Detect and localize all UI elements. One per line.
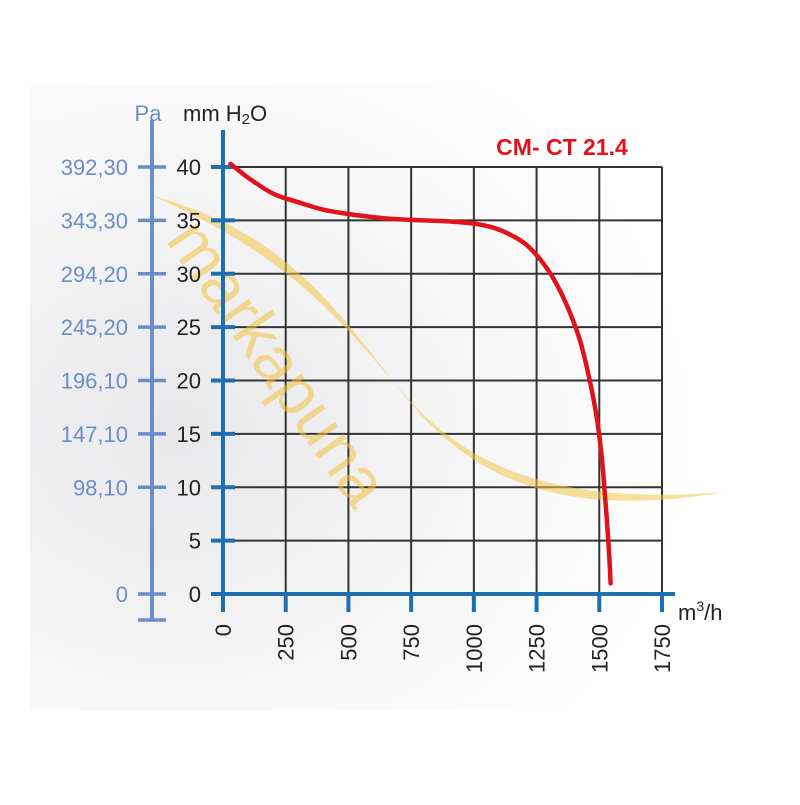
y-tick-label: 35 bbox=[177, 208, 201, 233]
y-tick-label: 40 bbox=[177, 155, 201, 180]
x-axis-title-suffix: /h bbox=[704, 600, 722, 625]
pa-tick-label: 98,10 bbox=[73, 475, 128, 500]
x-axis-title: m3/h bbox=[678, 598, 722, 625]
pa-tick-label: 196,10 bbox=[61, 369, 128, 394]
y-tick-label: 30 bbox=[177, 262, 201, 287]
y-tick-label: 15 bbox=[177, 422, 201, 447]
x-axis-title-superscript: 3 bbox=[696, 598, 704, 614]
x-tick-label: 500 bbox=[336, 624, 361, 661]
pa-tick-label: 147,10 bbox=[61, 422, 128, 447]
x-tick-label: 750 bbox=[399, 624, 424, 661]
x-tick-label: 1750 bbox=[650, 624, 675, 673]
y-axis-title-suffix: O bbox=[250, 101, 267, 126]
chart-background bbox=[30, 85, 770, 710]
x-axis-title-prefix: m bbox=[678, 600, 696, 625]
y-tick-label: 20 bbox=[177, 369, 201, 394]
y-tick-label: 5 bbox=[189, 529, 201, 554]
y-tick-label: 25 bbox=[177, 315, 201, 340]
chart-title: CM- CT 21.4 bbox=[496, 134, 628, 160]
y-tick-label: 0 bbox=[189, 582, 201, 607]
x-tick-label: 250 bbox=[274, 624, 299, 661]
y-axis-title-subscript: 2 bbox=[242, 111, 250, 128]
y-axis-title: mm H2O bbox=[183, 101, 267, 128]
performance-curve bbox=[228, 161, 613, 586]
pa-tick-label: 343,30 bbox=[61, 208, 128, 233]
pa-tick-label: 245,20 bbox=[61, 315, 128, 340]
x-tick-label: 1500 bbox=[587, 624, 612, 673]
pa-tick-label: 294,20 bbox=[61, 262, 128, 287]
x-tick-label: 1250 bbox=[525, 624, 550, 673]
y-axis-title-prefix: mm H bbox=[183, 101, 242, 126]
y-tick-label: 10 bbox=[177, 475, 201, 500]
pa-axis-title: Pa bbox=[135, 101, 163, 126]
x-tick-label: 0 bbox=[211, 624, 236, 636]
x-tick-label: 1000 bbox=[462, 624, 487, 673]
pa-tick-label: 0 bbox=[116, 582, 128, 607]
watermark-swoosh bbox=[150, 195, 725, 501]
pa-tick-label: 392,30 bbox=[61, 155, 128, 180]
